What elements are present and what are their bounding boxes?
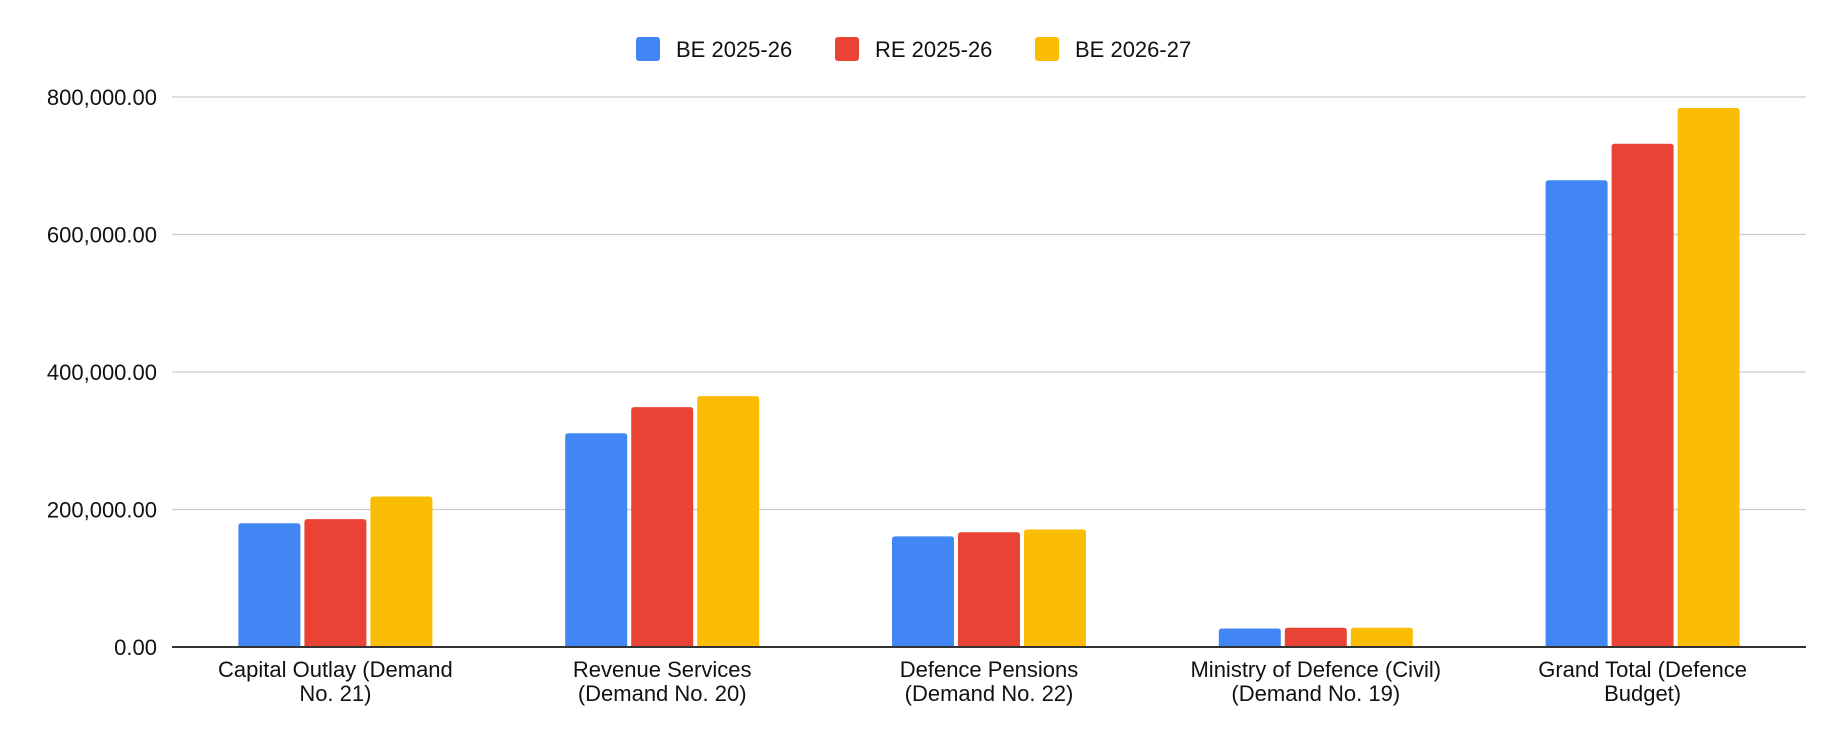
bar-series (238, 108, 1740, 647)
bar[interactable] (1218, 628, 1281, 647)
x-category-label: Defence Pensions (900, 657, 1079, 682)
y-tick-label: 800,000.00 (47, 85, 157, 110)
y-tick-label: 0.00 (114, 635, 157, 660)
x-category-label: (Demand No. 22) (905, 681, 1074, 706)
bar[interactable] (370, 496, 433, 647)
x-category-label: (Demand No. 20) (578, 681, 747, 706)
bar[interactable] (1677, 108, 1740, 647)
x-category-label: No. 21) (299, 681, 371, 706)
bar[interactable] (1024, 529, 1086, 647)
legend-item[interactable]: RE 2025-26 (835, 37, 992, 62)
x-category-label: Revenue Services (573, 657, 752, 682)
legend-swatch (1035, 37, 1059, 61)
bar[interactable] (1545, 180, 1608, 647)
bar[interactable] (1350, 627, 1413, 647)
legend-swatch (835, 37, 859, 61)
bar[interactable] (238, 523, 301, 647)
bar[interactable] (697, 396, 760, 647)
x-category-label: Capital Outlay (Demand (218, 657, 453, 682)
legend-label: RE 2025-26 (875, 37, 992, 62)
gridlines (172, 96, 1806, 511)
bar[interactable] (1611, 143, 1674, 647)
bar[interactable] (631, 407, 694, 647)
bar[interactable] (565, 433, 628, 647)
y-tick-label: 600,000.00 (47, 223, 157, 248)
legend-label: BE 2025-26 (676, 37, 792, 62)
y-tick-label: 400,000.00 (47, 360, 157, 385)
bar[interactable] (958, 532, 1020, 647)
legend-label: BE 2026-27 (1075, 37, 1191, 62)
bar[interactable] (1284, 627, 1347, 647)
x-category-label: Budget) (1604, 681, 1681, 706)
legend-item[interactable]: BE 2026-27 (1035, 37, 1191, 62)
x-category-label: Ministry of Defence (Civil) (1190, 657, 1441, 682)
legend-swatch (636, 37, 660, 61)
x-category-label: Grand Total (Defence (1538, 657, 1747, 682)
y-tick-label: 200,000.00 (47, 498, 157, 523)
y-axis-tick-labels: 0.00 200,000.00 400,000.00 600,000.00 800,00… (47, 85, 157, 660)
legend-item[interactable]: BE 2025-26 (636, 37, 792, 62)
legend[interactable]: BE 2025-26 RE 2025-26 BE 2026-27 (636, 37, 1191, 62)
x-category-label: (Demand No. 19) (1231, 681, 1400, 706)
bar[interactable] (304, 519, 367, 647)
bar[interactable] (892, 536, 954, 647)
